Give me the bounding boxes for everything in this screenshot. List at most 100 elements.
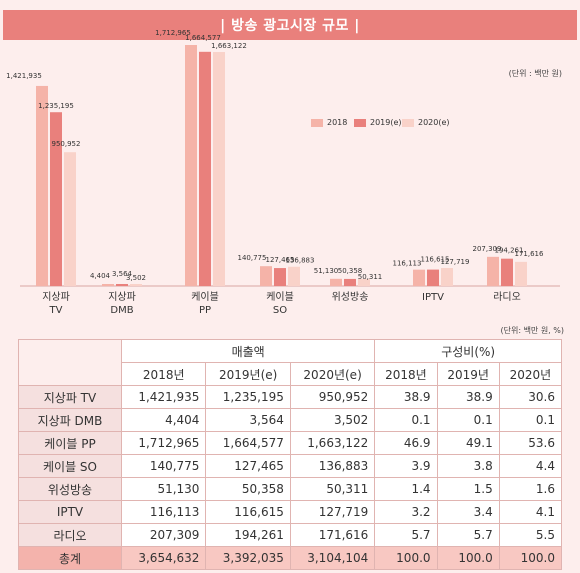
data-label: 140,775 xyxy=(238,254,267,262)
table-cell: 53.6 xyxy=(498,431,563,455)
table-cell: 3.4 xyxy=(436,500,500,524)
row-label: IPTV xyxy=(18,500,122,524)
bar xyxy=(413,269,425,286)
category-label: 지상파 xyxy=(108,291,136,303)
table-cell: 116,615 xyxy=(205,500,291,524)
category-label: SO xyxy=(273,305,287,316)
table-year-header-row: 2018년 2019년(e) 2020년(e) 2018년 2019년 2020년 xyxy=(19,362,563,386)
category-label: 케이블 xyxy=(191,291,219,303)
table-cell: 4.4 xyxy=(498,454,563,478)
data-label: 116,113 xyxy=(393,260,422,268)
table-cell: 1,421,935 xyxy=(120,385,207,409)
category-label: PP xyxy=(199,305,211,316)
year-header: 2020년 xyxy=(498,362,563,386)
legend-swatch xyxy=(402,118,414,127)
legend-label: 2020(e) xyxy=(418,118,450,127)
ratio-group-header: 구성비(%) xyxy=(374,339,562,363)
table-cell: 1.5 xyxy=(436,477,500,501)
bar xyxy=(427,269,439,286)
table-cell: 4.1 xyxy=(498,500,563,524)
table-cell: 0.1 xyxy=(436,408,500,432)
bar xyxy=(515,261,527,286)
table-cell: 5.5 xyxy=(498,523,563,547)
table-cell: 3.9 xyxy=(374,454,438,478)
table-cell: 3,392,035 xyxy=(205,546,291,570)
table-cell: 3,502 xyxy=(289,408,376,432)
table-row: 케이블 SO 140,775 127,465 136,883 3.9 3.8 4.4 xyxy=(18,454,563,478)
table-cell: 30.6 xyxy=(498,385,563,409)
table-cell: 38.9 xyxy=(374,385,438,409)
table-cell: 5.7 xyxy=(374,523,438,547)
bar xyxy=(274,268,286,286)
table-cell: 5.7 xyxy=(436,523,500,547)
category-label: TV xyxy=(49,305,63,316)
table-cell: 50,358 xyxy=(205,477,291,501)
table-cell: 100.0 xyxy=(436,546,500,570)
bar xyxy=(260,266,272,286)
row-label: 위성방송 xyxy=(18,477,122,501)
table-row: IPTV 116,113 116,615 127,719 3.2 3.4 4.1 xyxy=(18,500,563,524)
table-row: 라디오 207,309 194,261 171,616 5.7 5.7 5.5 xyxy=(18,523,563,547)
bar xyxy=(288,266,300,286)
bar xyxy=(358,278,370,286)
table-cell: 1.4 xyxy=(374,477,438,501)
row-label: 케이블 PP xyxy=(18,431,122,455)
data-label: 51,130 xyxy=(314,267,339,275)
year-header: 2019년 xyxy=(436,362,500,386)
data-label: 1,235,195 xyxy=(38,102,74,110)
table-cell: 3.2 xyxy=(374,500,438,524)
bar xyxy=(36,85,48,286)
row-label: 지상파 DMB xyxy=(18,408,122,432)
legend-item-2020: 2020(e) xyxy=(402,118,450,127)
data-label: 50,311 xyxy=(358,273,383,281)
table-cell: 51,130 xyxy=(120,477,207,501)
table-cell: 3.8 xyxy=(436,454,500,478)
table-cell: 38.9 xyxy=(436,385,500,409)
row-label: 라디오 xyxy=(18,523,122,547)
data-label: 1,664,577 xyxy=(185,34,221,42)
bar xyxy=(344,278,356,286)
year-header: 2018년 xyxy=(120,362,207,386)
bar xyxy=(199,51,211,286)
table-cell: 207,309 xyxy=(120,523,207,547)
bar xyxy=(102,284,114,286)
table-row: 총계 3,654,632 3,392,035 3,104,104 100.0 100.0 1… xyxy=(18,546,563,570)
chart-unit-label: (단위 : 백만 원) xyxy=(508,69,562,78)
chart-title: | 방송 광고시장 규모 | xyxy=(3,10,577,40)
table-cell: 127,719 xyxy=(289,500,376,524)
table-cell: 1,664,577 xyxy=(205,431,291,455)
bar xyxy=(64,152,76,286)
data-label: 4,404 xyxy=(90,272,111,280)
table-cell: 1,663,122 xyxy=(289,431,376,455)
year-header: 2019년(e) xyxy=(205,362,291,386)
row-label: 지상파 TV xyxy=(18,385,122,409)
category-label: DMB xyxy=(110,305,133,316)
data-label: 3,502 xyxy=(126,274,146,282)
bar xyxy=(487,256,499,286)
table-cell: 194,261 xyxy=(205,523,291,547)
table-cell: 1,235,195 xyxy=(205,385,291,409)
table-cell: 1.6 xyxy=(498,477,563,501)
row-label: 총계 xyxy=(18,546,122,570)
bar xyxy=(185,45,197,286)
table-cell: 171,616 xyxy=(289,523,376,547)
bar-chart: 1,421,935 1,235,195 950,952 지상파 TV 4,404 3,564… xyxy=(6,29,560,316)
legend-swatch xyxy=(354,118,366,127)
table-row: 지상파 DMB 4,404 3,564 3,502 0.1 0.1 0.1 xyxy=(18,408,563,432)
legend-label: 2018 xyxy=(327,118,348,127)
data-label: 1,712,965 xyxy=(155,29,191,37)
category-label: 지상파 xyxy=(42,291,70,303)
row-label: 케이블 SO xyxy=(18,454,122,478)
bar xyxy=(50,112,62,286)
table-group-header-row: 매출액 구성비(%) xyxy=(18,339,562,386)
table-cell: 46.9 xyxy=(374,431,438,455)
data-label: 1,421,935 xyxy=(6,72,42,80)
data-label: 116,615 xyxy=(421,256,450,264)
table-cell: 100.0 xyxy=(498,546,563,570)
table-cell: 0.1 xyxy=(374,408,438,432)
category-label: 케이블 xyxy=(266,291,294,303)
table-cell: 3,564 xyxy=(205,408,291,432)
data-label: 194,261 xyxy=(495,247,524,255)
table-row: 지상파 TV 1,421,935 1,235,195 950,952 38.9 38.9 3… xyxy=(18,385,563,409)
bar xyxy=(213,52,225,286)
